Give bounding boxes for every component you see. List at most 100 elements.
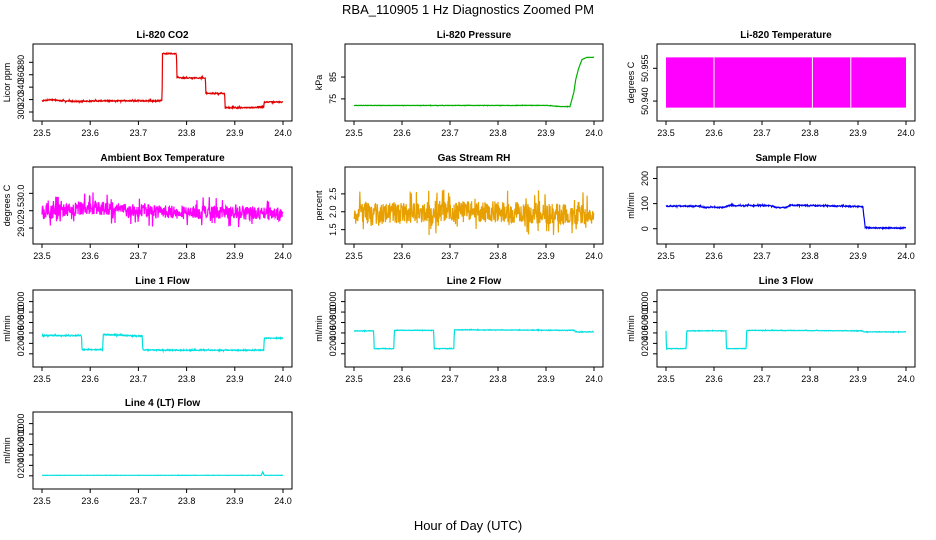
plot-title: Line 4 (LT) Flow — [125, 398, 201, 409]
y-tick-label: 0 — [16, 351, 26, 356]
x-tick-label: 23.5 — [33, 251, 51, 261]
x-tick-label: 23.6 — [393, 128, 411, 138]
data-line — [41, 51, 284, 111]
plot-frame — [32, 166, 293, 245]
x-tick-label: 23.8 — [489, 128, 507, 138]
y-tick-label: 75 — [328, 94, 338, 104]
x-tick-label: 23.7 — [130, 374, 148, 384]
y-tick-label: 800 — [640, 305, 650, 320]
x-tick-label: 23.7 — [441, 128, 459, 138]
plot-title: Line 3 Flow — [759, 276, 814, 287]
x-tick-label: 23.8 — [178, 496, 196, 506]
x-tick-label: 23.7 — [130, 496, 148, 506]
data-line — [665, 202, 907, 231]
y-tick-label: 2.0 — [328, 205, 338, 218]
y-tick-label: 200 — [640, 336, 650, 351]
y-tick-label: 600 — [16, 315, 26, 330]
y-tick-label: 340 — [16, 80, 26, 95]
figure-xlabel: Hour of Day (UTC) — [413, 518, 523, 533]
x-tick-label: 24.0 — [585, 374, 603, 384]
x-tick-label: 23.7 — [753, 251, 771, 261]
plot-frame — [656, 166, 916, 245]
y-axis-label: kPa — [314, 75, 324, 91]
y-axis-label: degrees C — [626, 61, 636, 103]
y-axis-label: ml/min — [626, 192, 636, 219]
x-tick-label: 23.5 — [33, 374, 51, 384]
x-tick-label: 23.5 — [657, 251, 675, 261]
x-tick-label: 23.9 — [537, 251, 555, 261]
y-tick-label: 1.5 — [328, 223, 338, 236]
y-tick-label: 200 — [16, 458, 26, 473]
x-tick-label: 24.0 — [897, 128, 915, 138]
x-tick-label: 23.8 — [178, 251, 196, 261]
y-tick-label: 2.5 — [328, 188, 338, 201]
plot-frame — [656, 43, 916, 122]
x-tick-label: 23.9 — [849, 251, 867, 261]
y-tick-label: 85 — [328, 72, 338, 82]
x-tick-label: 24.0 — [897, 251, 915, 261]
x-tick-label: 24.0 — [897, 374, 915, 384]
y-tick-label: 600 — [640, 315, 650, 330]
x-tick-label: 23.5 — [345, 128, 363, 138]
x-tick-label: 23.5 — [33, 128, 51, 138]
y-tick-label: 50.955 — [640, 55, 650, 83]
y-tick-label: 800 — [328, 305, 338, 320]
x-tick-label: 24.0 — [274, 496, 292, 506]
x-tick-label: 23.5 — [345, 251, 363, 261]
y-tick-label: 300 — [16, 104, 26, 119]
x-tick-label: 23.9 — [537, 128, 555, 138]
plot-frame — [656, 289, 916, 368]
y-tick-label: 0 — [640, 226, 650, 231]
y-tick-label: 0 — [16, 473, 26, 478]
x-tick-label: 23.6 — [705, 374, 723, 384]
y-tick-label: 30.0 — [16, 185, 26, 203]
y-tick-label: 360 — [16, 67, 26, 82]
x-tick-label: 23.7 — [753, 128, 771, 138]
x-tick-label: 23.7 — [441, 251, 459, 261]
y-axis-label: ml/min — [314, 315, 324, 342]
y-tick-label: 29.0 — [16, 219, 26, 237]
data-line — [354, 328, 595, 351]
x-tick-label: 23.6 — [393, 374, 411, 384]
plot-frame — [344, 43, 604, 122]
x-tick-label: 23.8 — [801, 251, 819, 261]
y-tick-label: 200 — [328, 336, 338, 351]
plot-frame — [344, 289, 604, 368]
plot-title: Line 2 Flow — [447, 276, 502, 287]
plot-title: Gas Stream RH — [438, 153, 511, 164]
x-tick-label: 23.6 — [81, 251, 99, 261]
x-tick-label: 23.8 — [489, 251, 507, 261]
plot-title: Li-820 CO2 — [136, 30, 189, 41]
plot-frame — [32, 411, 293, 490]
y-axis-label: ml/min — [2, 315, 12, 342]
x-tick-label: 23.7 — [130, 128, 148, 138]
x-tick-label: 23.8 — [178, 374, 196, 384]
x-tick-label: 23.8 — [489, 374, 507, 384]
y-tick-label: 200 — [16, 336, 26, 351]
x-tick-label: 24.0 — [585, 251, 603, 261]
y-tick-label: 600 — [328, 315, 338, 330]
x-tick-label: 23.7 — [441, 374, 459, 384]
x-tick-label: 24.0 — [585, 128, 603, 138]
x-tick-label: 23.8 — [801, 374, 819, 384]
x-tick-label: 23.6 — [81, 374, 99, 384]
y-tick-label: 400 — [16, 447, 26, 462]
figure-title: RBA_110905 1 Hz Diagnostics Zoomed PM — [342, 2, 594, 17]
y-axis-label: Licor ppm — [2, 63, 12, 103]
y-tick-label: 29.5 — [16, 202, 26, 220]
y-tick-label: 50.940 — [640, 87, 650, 115]
x-tick-label: 23.9 — [849, 374, 867, 384]
data-band — [666, 57, 906, 108]
x-tick-label: 23.7 — [130, 251, 148, 261]
y-tick-label: 400 — [328, 325, 338, 340]
y-tick-label: 380 — [16, 55, 26, 70]
